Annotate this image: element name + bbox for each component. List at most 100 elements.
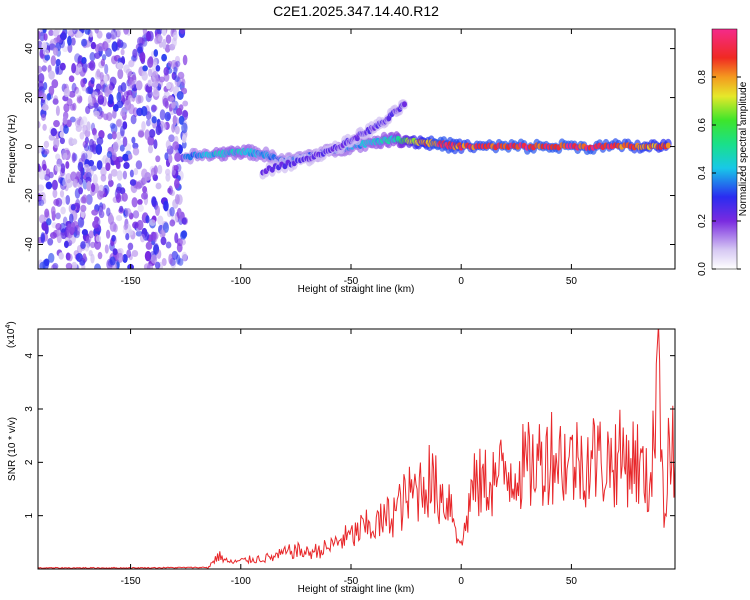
noise-blob — [97, 251, 103, 260]
noise-blob — [174, 77, 181, 87]
noise-blob — [93, 133, 98, 141]
noise-blob — [122, 254, 128, 263]
noise-blob — [92, 91, 99, 98]
noise-blob — [154, 261, 161, 269]
noise-blob — [55, 212, 61, 220]
noise-blob — [86, 86, 93, 94]
noise-blob — [111, 41, 118, 52]
noise-blob — [157, 164, 163, 175]
noise-blob — [60, 163, 66, 174]
noise-blob — [141, 120, 146, 132]
noise-blob — [65, 179, 73, 188]
noise-blob — [155, 124, 162, 136]
noise-blob — [43, 140, 50, 149]
track-point — [282, 163, 288, 170]
noise-blob — [73, 230, 80, 239]
noise-blob — [156, 249, 162, 259]
noise-blob — [43, 81, 48, 91]
noise-blob — [116, 100, 124, 109]
noise-blob — [38, 65, 43, 74]
track-point — [402, 101, 407, 108]
x-tick-label: -100 — [231, 576, 251, 587]
noise-blob — [90, 41, 97, 50]
noise-blob — [157, 35, 163, 42]
noise-blob — [100, 166, 107, 177]
snr-multiplier-base: (x10 — [6, 328, 17, 348]
noise-blob — [68, 75, 75, 83]
noise-blob — [46, 218, 52, 226]
noise-blob — [99, 71, 104, 82]
noise-blob — [88, 250, 93, 257]
svg-text:(x104): (x104) — [5, 321, 17, 348]
noise-blob — [116, 91, 122, 102]
noise-blob — [50, 55, 57, 67]
noise-blob — [60, 206, 66, 215]
noise-blob — [108, 173, 113, 181]
noise-blob — [123, 223, 128, 231]
noise-blob — [122, 153, 129, 162]
noise-blob — [132, 48, 138, 58]
noise-blob — [115, 215, 123, 222]
noise-blob — [168, 154, 173, 164]
y-tick-label: 4 — [24, 352, 35, 358]
noise-blob — [45, 181, 53, 190]
noise-blob — [90, 77, 95, 85]
noise-blob — [90, 182, 96, 193]
noise-blob — [48, 85, 55, 96]
noise-blob — [67, 253, 73, 262]
noise-blob — [99, 79, 105, 89]
noise-blob — [155, 65, 161, 72]
noise-blob — [141, 71, 148, 81]
noise-blob — [135, 94, 142, 105]
noise-blob — [174, 152, 182, 162]
noise-blob — [75, 198, 81, 210]
noise-blob — [125, 232, 130, 241]
x-tick-label: -50 — [344, 576, 359, 587]
noise-blob — [168, 134, 175, 143]
noise-blob — [124, 99, 132, 111]
noise-blob — [161, 53, 167, 62]
noise-blob — [142, 186, 148, 194]
noise-blob — [145, 111, 152, 120]
noise-blob — [151, 105, 158, 112]
noise-blob — [75, 171, 81, 180]
noise-blob — [59, 131, 65, 138]
noise-blob — [96, 68, 101, 78]
noise-blob — [41, 41, 48, 51]
noise-blob — [38, 144, 42, 154]
noise-blob — [41, 113, 46, 121]
x-tick-label: 50 — [566, 576, 578, 587]
noise-blob — [38, 72, 45, 84]
noise-blob — [160, 121, 167, 131]
noise-blob — [38, 184, 45, 192]
noise-blob — [133, 167, 139, 176]
noise-blob — [50, 127, 58, 137]
noise-blob — [62, 46, 69, 53]
noise-blob — [116, 62, 124, 70]
noise-blob — [144, 129, 150, 140]
noise-blob — [70, 203, 76, 211]
x-tick-label: -150 — [121, 576, 141, 587]
noise-blob — [66, 119, 72, 128]
noise-blob — [142, 65, 148, 72]
noise-blob — [55, 223, 62, 231]
noise-blob — [108, 179, 114, 188]
noise-blob — [150, 254, 158, 264]
noise-blob — [153, 49, 159, 57]
noise-blob — [85, 105, 91, 115]
noise-blob — [65, 194, 71, 205]
noise-blob — [125, 68, 133, 76]
snr-plot-area — [38, 329, 675, 569]
noise-blob — [167, 95, 175, 102]
noise-blob — [175, 60, 181, 68]
noise-blob — [38, 40, 43, 49]
noise-blob — [55, 105, 60, 117]
noise-blob — [159, 109, 166, 121]
noise-blob — [111, 131, 117, 140]
noise-blob — [120, 110, 126, 117]
noise-blob — [74, 224, 81, 236]
noise-blob — [138, 42, 144, 54]
noise-blob — [115, 192, 122, 203]
noise-blob — [71, 261, 78, 269]
noise-blob — [121, 192, 128, 202]
